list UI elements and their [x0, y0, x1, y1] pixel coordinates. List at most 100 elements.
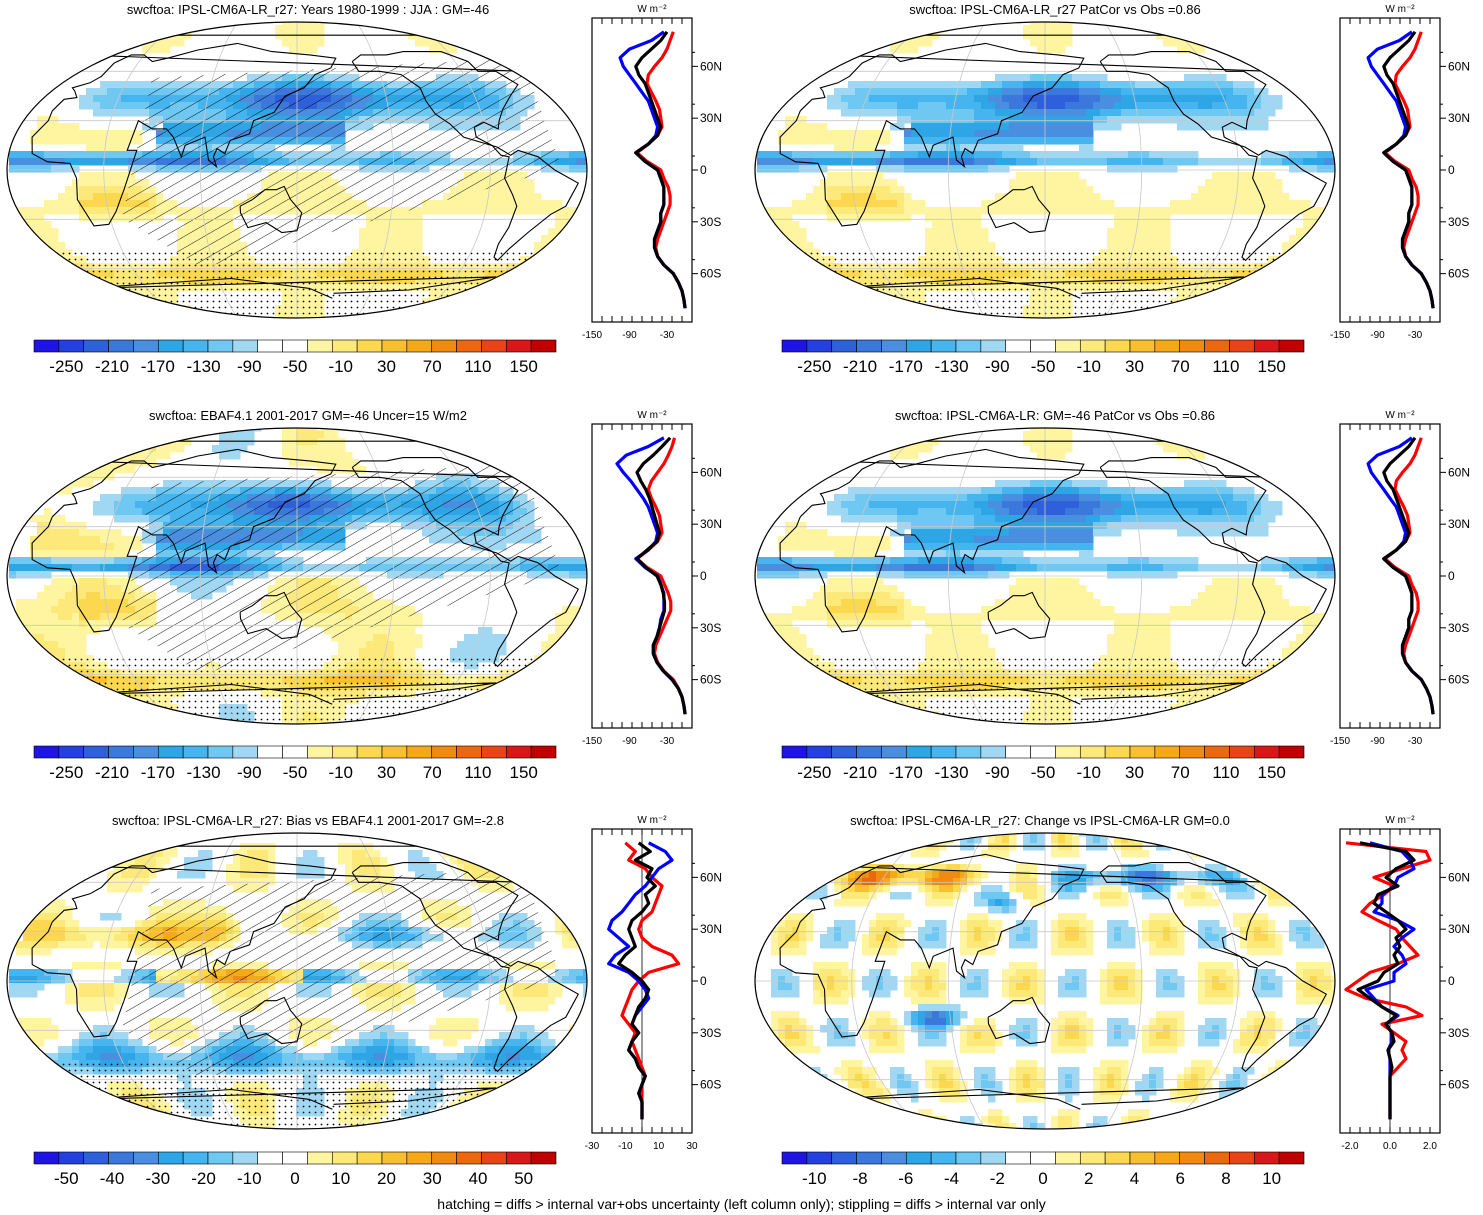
- zonal-line-red: [1383, 437, 1435, 715]
- colorbar-swatch: [108, 1151, 134, 1165]
- zonal-lat-tick-label: 60S: [1448, 1078, 1469, 1092]
- colorbar-swatch: [157, 745, 184, 759]
- colorbar-swatch: [1154, 339, 1181, 353]
- zonal-x-tick-label: -150: [1330, 736, 1350, 747]
- colorbar-tick-label: -10: [328, 763, 353, 782]
- zonal-lat-tick-label: 60S: [700, 1078, 721, 1092]
- zonal-lat-tick-label: 60S: [1448, 267, 1469, 281]
- graticule: [7, 22, 587, 318]
- panel-6-map: [754, 832, 1336, 1130]
- zonal-lat-tick-label: 60N: [1448, 465, 1470, 479]
- colorbar-tick-label: 0: [1038, 1169, 1047, 1188]
- zonal-line-black: [635, 436, 687, 715]
- colorbar-swatch: [1079, 745, 1106, 759]
- colorbar-swatch: [108, 745, 134, 759]
- zonal-x-tick-label: -30: [585, 1141, 600, 1152]
- colorbar-swatch: [58, 339, 85, 353]
- zonal-x-tick-label: -150: [582, 736, 602, 747]
- graticule: [7, 428, 587, 724]
- colorbar-tick-label: -170: [141, 357, 175, 376]
- colorbar-tick-label: 30: [423, 1169, 442, 1188]
- map-border: [6, 427, 588, 725]
- colorbar-tick-label: 70: [1171, 357, 1190, 376]
- colorbar-tick-label: -2: [990, 1169, 1005, 1188]
- zonal-x-tick-label: -150: [1330, 330, 1350, 341]
- colorbar-tick-label: 30: [377, 763, 396, 782]
- colorbar-swatch: [1179, 745, 1205, 759]
- colorbar-tick-label: 70: [1171, 763, 1190, 782]
- zonal-lat-tick-label: 30S: [700, 621, 721, 635]
- colorbar-swatch: [1253, 339, 1280, 353]
- colorbar-swatch: [431, 1151, 457, 1165]
- colorbar-tick-label: 150: [1257, 763, 1285, 782]
- colorbar-swatch: [406, 1151, 433, 1165]
- colorbar-swatch: [1104, 1151, 1131, 1165]
- zonal-line-red: [1344, 841, 1432, 1120]
- colorbar-tick-label: -210: [95, 763, 129, 782]
- colorbar-tick-label: -170: [889, 763, 923, 782]
- colorbar-swatch: [806, 1151, 833, 1165]
- colorbar-tick-label: -20: [191, 1169, 216, 1188]
- colorbar-swatch: [207, 1151, 234, 1165]
- panel-1-colorbar: -250 -210 -170 -130 -90 -50 -10 30 70 110 150: [33, 339, 557, 376]
- map-field: [7, 833, 587, 1129]
- colorbar-tick-label: 40: [468, 1169, 487, 1188]
- colorbar-swatch: [481, 1151, 507, 1165]
- colorbar-swatch: [1104, 339, 1131, 353]
- colorbar-tick-label: -10: [328, 357, 353, 376]
- zonal-line-blue: [618, 30, 687, 309]
- colorbar-swatch: [431, 745, 457, 759]
- zonal-lat-tick-label: 60N: [700, 870, 722, 884]
- colorbar-swatch: [33, 745, 60, 759]
- map-field: [755, 833, 1335, 1129]
- colorbar-tick-label: -6: [898, 1169, 913, 1188]
- colorbar-tick-label: 6: [1175, 1169, 1184, 1188]
- zonal-x-tick-label: -90: [622, 736, 637, 747]
- colorbar-swatch: [1030, 339, 1056, 353]
- colorbar-swatch: [381, 1151, 408, 1165]
- zonal-lat-tick-label: 30S: [700, 1026, 721, 1040]
- colorbar-tick-label: -170: [141, 763, 175, 782]
- zonal-line-blue: [1366, 436, 1435, 715]
- colorbar-swatch: [1204, 339, 1230, 353]
- panel-3-title: swcftoa: EBAF4.1 2001-2017 GM=-46 Uncer=…: [149, 408, 467, 423]
- colorbar-tick-label: 30: [377, 357, 396, 376]
- hatching: [122, 464, 562, 674]
- colorbar-swatch: [505, 339, 532, 353]
- colorbar-swatch: [980, 1151, 1007, 1165]
- colorbar-swatch: [905, 745, 932, 759]
- colorbar-swatch: [232, 745, 259, 759]
- colorbar-swatch: [282, 1151, 308, 1165]
- colorbar-tick-label: 150: [1257, 357, 1285, 376]
- map-field: [755, 428, 1335, 724]
- colorbar-swatch: [83, 745, 109, 759]
- colorbar-swatch: [133, 745, 159, 759]
- colorbar-swatch: [456, 745, 482, 759]
- colorbar-tick-label: -210: [843, 357, 877, 376]
- zonal-lat-tick-label: 0: [700, 974, 707, 988]
- colorbar-tick-label: 8: [1221, 1169, 1230, 1188]
- colorbar-swatch: [980, 339, 1007, 353]
- colorbar-swatch: [157, 1151, 184, 1165]
- colorbar-swatch: [806, 339, 833, 353]
- colorbar-swatch: [905, 339, 932, 353]
- colorbar-tick-label: -250: [49, 357, 83, 376]
- zonal-x-tick-label: -150: [582, 330, 602, 341]
- colorbar-tick-label: -210: [843, 763, 877, 782]
- colorbar-swatch: [781, 1151, 808, 1165]
- colorbar-tick-label: -250: [797, 763, 831, 782]
- panel-3-zonal-plot: W m⁻² 60N 30N 0 30S 60S -150 -90 -30: [582, 410, 722, 747]
- colorbar-swatch: [930, 1151, 957, 1165]
- colorbar-swatch: [356, 339, 383, 353]
- zonal-lat-tick-label: 0: [700, 163, 707, 177]
- map-field: [7, 428, 587, 724]
- colorbar-tick-label: 30: [1125, 763, 1144, 782]
- colorbar-swatch: [157, 339, 184, 353]
- colorbar-swatch: [1154, 745, 1181, 759]
- zonal-unit-label: W m⁻²: [1385, 410, 1415, 421]
- zonal-unit-label: W m⁻²: [637, 410, 667, 421]
- colorbar-swatch: [856, 339, 882, 353]
- map-border: [754, 832, 1336, 1130]
- colorbar-swatch: [83, 339, 109, 353]
- colorbar-swatch: [232, 339, 259, 353]
